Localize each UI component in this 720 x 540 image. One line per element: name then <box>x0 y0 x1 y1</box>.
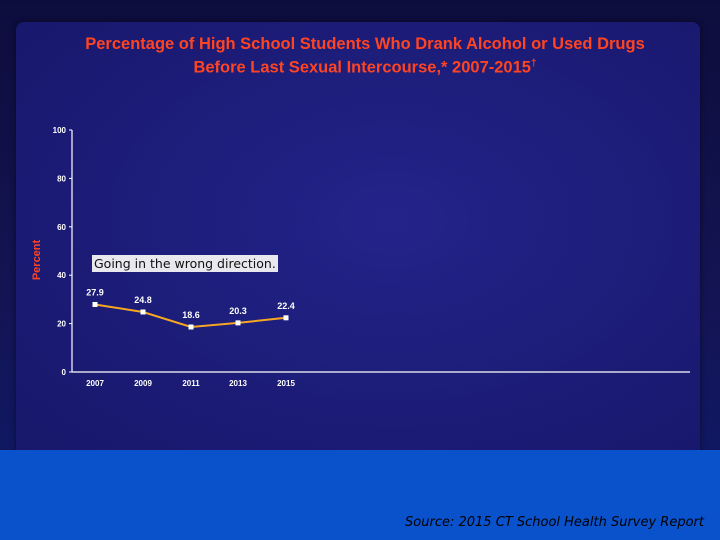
y-tick-label: 0 <box>62 368 67 377</box>
footer-band <box>0 450 720 540</box>
data-point <box>188 324 194 330</box>
data-point <box>140 309 146 315</box>
x-tick-label: 2009 <box>134 379 152 388</box>
x-tick-label: 2007 <box>86 379 104 388</box>
x-tick-label: 2011 <box>182 379 200 388</box>
chart-title-footnote-mark: † <box>530 58 537 69</box>
y-tick-label: 100 <box>53 126 67 135</box>
chart-title: Percentage of High School Students Who D… <box>40 34 690 78</box>
data-point <box>283 315 289 321</box>
y-axis-label: Percent <box>31 239 43 280</box>
x-tick-label: 2015 <box>277 379 295 388</box>
x-tick-label: 2013 <box>229 379 247 388</box>
y-tick-label: 60 <box>57 223 66 232</box>
y-tick-label: 40 <box>57 271 66 280</box>
data-label: 24.8 <box>134 295 152 305</box>
data-point <box>92 301 98 307</box>
data-label: 20.3 <box>229 306 247 316</box>
chart-panel <box>16 22 700 462</box>
y-tick-label: 80 <box>57 174 66 183</box>
data-label: 22.4 <box>277 301 295 311</box>
y-tick-label: 20 <box>57 320 66 329</box>
source-citation: Source: 2015 CT School Health Survey Rep… <box>405 515 704 530</box>
data-label: 18.6 <box>182 310 200 320</box>
data-point <box>235 320 241 326</box>
chart-title-line2: Before Last Sexual Intercourse,* 2007-20… <box>193 58 531 77</box>
chart-title-line1: Percentage of High School Students Who D… <box>85 35 645 53</box>
data-label: 27.9 <box>86 287 104 297</box>
annotation-callout: Going in the wrong direction. <box>92 255 278 272</box>
